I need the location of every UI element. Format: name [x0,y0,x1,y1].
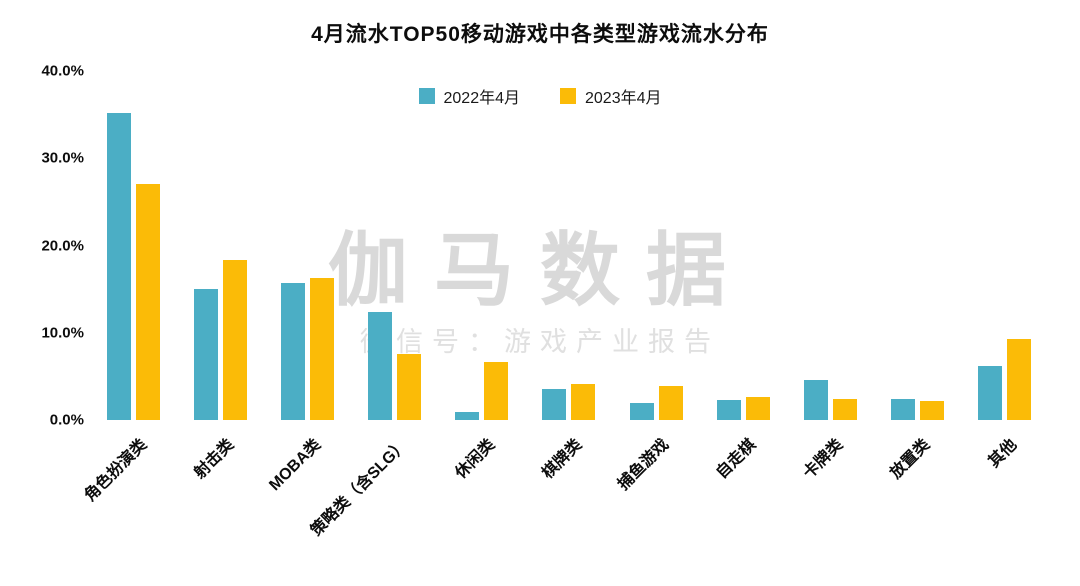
x-slot: 角色扮演类 [81,424,177,584]
bar-group [803,71,857,420]
legend-swatch [418,88,435,104]
x-slot: 自走棋 [700,424,787,584]
bar [484,361,509,420]
bar [803,379,828,420]
legend-label: 2022年4月 [443,90,521,107]
y-axis: 40.0% 30.0% 20.0% 10.0% 0.0% [0,63,84,429]
y-tick-label: 40.0% [41,62,84,80]
y-tick-label: 20.0% [41,237,84,254]
bar [107,112,132,420]
bar-group [890,71,944,420]
bar [397,353,422,420]
legend-label: 2023年4月 [585,90,662,107]
x-axis-label: 棋牌类 [539,436,586,483]
bar [310,277,335,420]
y-tick-label: 0.0% [49,411,84,429]
bar-group [368,71,422,420]
bar [223,260,248,420]
x-slot: 射击类 [177,424,264,584]
x-axis-label: 休闲类 [452,436,499,483]
bar-group [107,71,161,420]
bar [368,311,393,420]
bar-group [977,71,1031,420]
bar [890,399,915,420]
bar [281,283,306,420]
x-axis-label: 角色扮演类 [81,436,150,505]
bar [455,412,480,420]
x-slot: 卡牌类 [787,424,874,584]
bar-group [281,71,335,420]
legend-swatch [560,88,576,104]
bar-group [542,71,596,420]
x-axis-label: MOBA类 [266,436,324,495]
y-tick-label: 10.0% [41,324,84,342]
legend: 2022年4月 2023年4月 [0,84,1080,108]
x-slot: 休闲类 [438,424,525,584]
x-axis-label: 射击类 [190,436,237,483]
bar [542,388,567,420]
plot-area [90,71,1048,420]
chart-title: 4月流水TOP50移动游戏中各类型游戏流水分布 [311,23,769,46]
x-slot: 放置类 [874,424,961,584]
bar-group [455,71,509,420]
bar [571,384,596,420]
bar-group [629,71,683,420]
x-axis-label: 捕鱼游戏 [615,436,673,494]
x-slot: 棋牌类 [525,424,612,584]
x-slot: 策略类（含SLG） [308,424,438,584]
legend-item-2023: 2023年4月 [560,84,662,108]
bar [1006,338,1031,420]
bar [194,289,219,420]
bar [629,403,654,420]
x-axis-label: 自走棋 [713,436,760,483]
x-slot: 捕鱼游戏 [613,424,700,584]
x-axis-label: 其他 [986,436,1021,471]
bar-group [716,71,770,420]
bar [832,399,857,420]
x-axis-labels: 角色扮演类 射击类 MOBA类 策略类（含SLG） 休闲类 棋牌类 捕鱼游戏 自走棋 卡牌类 放置… [81,424,1048,584]
x-slot: 其他 [961,424,1048,584]
bar [745,397,770,420]
bar [136,184,161,420]
bar [919,400,944,420]
legend-item-2022: 2022年4月 [418,84,521,108]
bar [977,365,1002,420]
x-axis-label: 卡牌类 [800,436,847,483]
bar-group [194,71,248,420]
bar [716,399,741,420]
y-tick-label: 30.0% [41,149,84,167]
x-axis-label: 放置类 [887,436,934,483]
bar [658,385,683,420]
